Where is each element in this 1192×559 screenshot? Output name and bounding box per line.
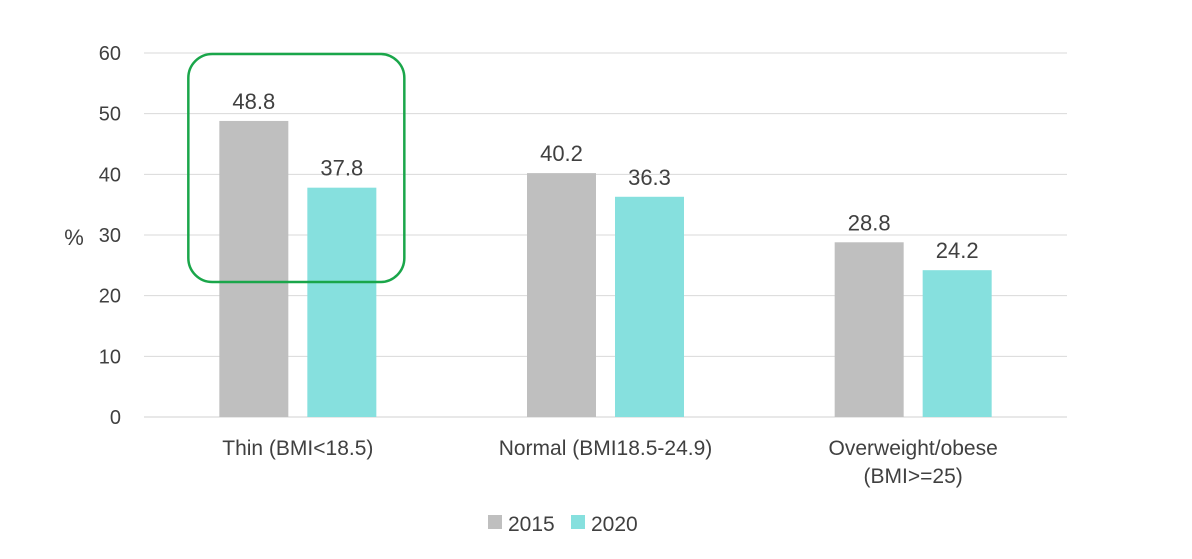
bar-2020-1 [615, 196, 684, 417]
data-label-2020-0: 37.8 [320, 156, 363, 181]
highlight-rectangle [187, 52, 406, 284]
data-label-2015-2: 28.8 [848, 210, 891, 235]
category-label: Thin (BMI<18.5) [222, 437, 373, 460]
y-tick-label: 50 [99, 104, 121, 126]
y-tick-label: 40 [99, 164, 121, 186]
y-tick-label: 60 [99, 43, 121, 65]
data-label-2015-1: 40.2 [540, 141, 583, 166]
data-labels: 48.8 37.8 40.2 36.3 28.8 24.2 [232, 89, 978, 263]
y-axis-ticks: 0 10 20 30 40 50 60 [99, 43, 121, 429]
y-tick-label: 30 [99, 225, 121, 247]
category-label: Normal (BMI18.5-24.9) [499, 437, 713, 460]
legend-swatch-2015 [488, 515, 502, 529]
bars [219, 120, 992, 418]
data-label-2020-1: 36.3 [628, 165, 671, 190]
legend-label-2020: 2020 [591, 513, 638, 536]
legend: 2015 2020 [488, 513, 638, 536]
legend-label-2015: 2015 [508, 513, 555, 536]
category-label: (BMI>=25) [864, 465, 963, 488]
data-label-2020-2: 24.2 [936, 238, 979, 263]
highlight-box [187, 52, 406, 284]
category-label: Overweight/obese [829, 437, 998, 460]
legend-swatch-2020 [571, 515, 585, 529]
y-tick-label: 10 [99, 346, 121, 368]
bar-2020-2 [922, 270, 992, 417]
bar-2020-0 [307, 187, 377, 417]
bar-2015-1 [527, 173, 596, 417]
y-axis-label: % [64, 225, 84, 250]
bar-2015-2 [834, 242, 904, 417]
data-label-2015-0: 48.8 [232, 89, 275, 114]
y-tick-label: 20 [99, 286, 121, 308]
bar-2015-0 [219, 120, 289, 418]
y-tick-label: 0 [110, 407, 121, 429]
category-labels: Thin (BMI<18.5) Normal (BMI18.5-24.9) Over… [222, 437, 998, 488]
